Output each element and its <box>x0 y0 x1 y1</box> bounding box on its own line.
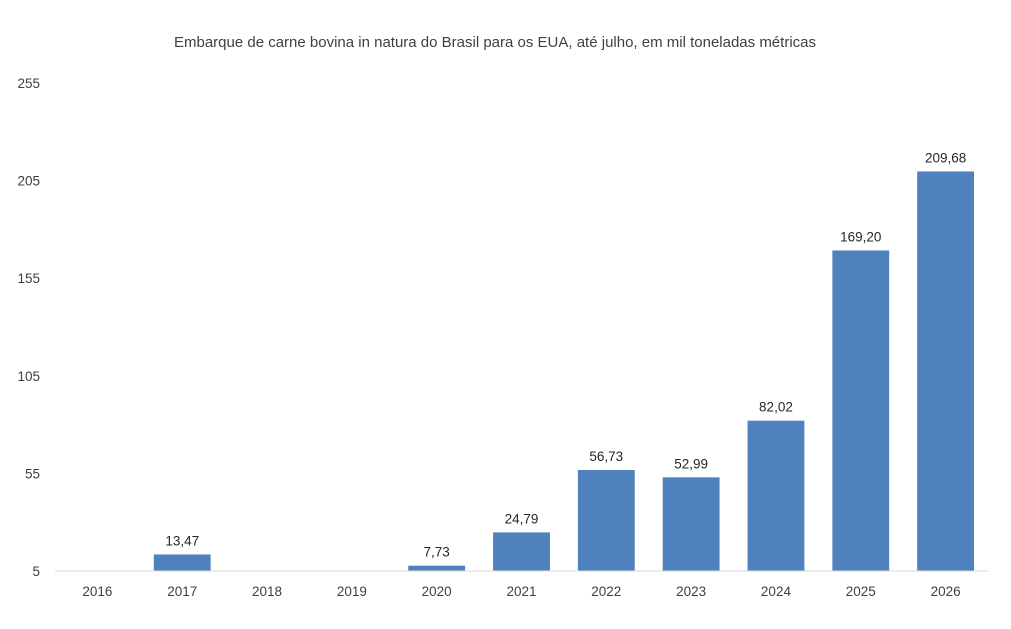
data-label-2024: 82,02 <box>759 400 793 415</box>
data-label-2026: 209,68 <box>925 150 966 165</box>
y-tick-label: 5 <box>32 564 40 579</box>
x-tick-label: 2019 <box>337 584 367 599</box>
data-label-2017: 13,47 <box>165 533 199 548</box>
y-tick-label: 105 <box>17 369 40 384</box>
bar-2023 <box>662 477 720 571</box>
data-label-2025: 169,20 <box>840 229 881 244</box>
data-label-2022: 56,73 <box>589 449 623 464</box>
x-tick-label: 2018 <box>252 584 282 599</box>
x-tick-label: 2025 <box>846 584 876 599</box>
bar-2024 <box>747 420 805 571</box>
x-tick-label: 2023 <box>676 584 706 599</box>
x-tick-label: 2016 <box>82 584 112 599</box>
x-tick-label: 2021 <box>506 584 536 599</box>
chart-title: Embarque de carne bovina in natura do Br… <box>174 34 816 51</box>
bar-2026 <box>917 171 975 571</box>
x-tick-label: 2026 <box>931 584 961 599</box>
data-label-2020: 7,73 <box>424 545 450 560</box>
x-tick-label: 2017 <box>167 584 197 599</box>
data-label-2021: 24,79 <box>505 511 539 526</box>
bar-2017 <box>153 554 211 571</box>
x-axis: 2016 2017 2018 2019 2020 2021 2022 2023 2024 2025… <box>82 584 960 599</box>
y-tick-label: 155 <box>17 271 40 286</box>
y-tick-label: 205 <box>17 174 40 189</box>
bar-2022 <box>577 470 635 571</box>
bar-2020 <box>408 565 466 571</box>
x-tick-label: 2024 <box>761 584 792 599</box>
data-label-2023: 52,99 <box>674 456 708 471</box>
x-tick-label: 2022 <box>591 584 621 599</box>
bar-2025 <box>832 250 890 571</box>
y-tick-label: 55 <box>25 466 40 481</box>
y-tick-label: 255 <box>17 76 40 91</box>
data-labels-group: 13,47 7,73 24,79 56,73 52,99 82,02 169,20 209,6… <box>165 150 966 559</box>
x-tick-label: 2020 <box>422 584 452 599</box>
bar-2021 <box>493 532 550 571</box>
bars-group <box>153 171 975 571</box>
